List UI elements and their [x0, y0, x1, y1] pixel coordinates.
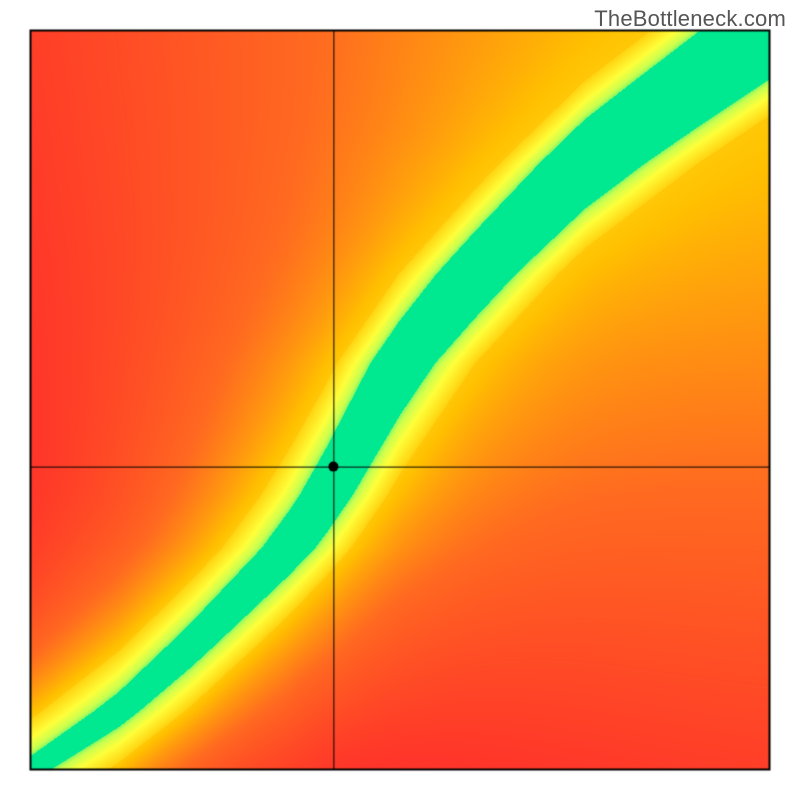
chart-container: TheBottleneck.com — [0, 0, 800, 800]
watermark-text: TheBottleneck.com — [594, 6, 786, 32]
bottleneck-heatmap — [0, 0, 800, 800]
